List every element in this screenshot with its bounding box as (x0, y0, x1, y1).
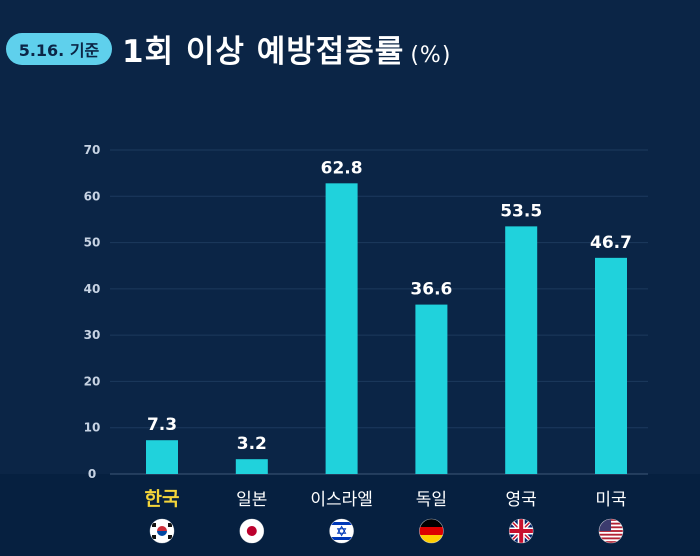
chart-title: 1회 이상 예방접종률 (%) (122, 26, 451, 71)
category-label: 미국 (595, 490, 626, 510)
y-tick-label: 70 (84, 143, 101, 157)
title-text: 1회 이상 예방접종률 (122, 34, 405, 70)
bar (146, 440, 178, 474)
category-labels: 한국 일본 이스라엘 독일 영국 미국 (145, 488, 627, 510)
category-label: 영국 (506, 490, 537, 510)
y-tick-label: 60 (84, 189, 101, 203)
y-tick-label: 10 (84, 421, 101, 435)
bar (505, 226, 538, 474)
israel-flag-icon (329, 518, 354, 544)
korea-flag-icon (149, 518, 175, 544)
gridlines (110, 149, 648, 475)
bars (146, 183, 627, 474)
title-unit: (%) (410, 43, 452, 68)
data-label: 36.6 (410, 280, 452, 300)
y-axis-ticks: 0 10 20 30 40 50 60 70 (84, 143, 101, 481)
uk-flag-icon (508, 518, 534, 544)
flags (149, 518, 624, 544)
y-tick-label: 30 (84, 328, 101, 342)
category-label: 일본 (236, 490, 267, 510)
y-tick-label: 20 (84, 374, 101, 388)
data-labels: 7.3 3.2 62.8 36.6 53.5 46.7 (147, 158, 632, 454)
data-label: 62.8 (321, 158, 363, 178)
japan-flag-icon (239, 518, 265, 544)
y-tick-label: 40 (84, 282, 101, 296)
data-label: 46.7 (590, 233, 632, 253)
bar (415, 304, 448, 474)
y-tick-label: 0 (88, 467, 96, 481)
data-label: 7.3 (147, 415, 177, 435)
data-label: 3.2 (237, 434, 267, 454)
germany-flag-icon (419, 518, 444, 544)
bar (595, 257, 627, 474)
usa-flag-icon (598, 518, 624, 544)
category-band (0, 474, 700, 556)
data-label: 53.5 (500, 201, 542, 221)
bar (325, 183, 358, 474)
y-tick-label: 50 (84, 236, 101, 250)
category-label: 독일 (416, 490, 447, 510)
category-label: 한국 (145, 488, 180, 510)
category-label: 이스라엘 (310, 490, 373, 510)
bar (235, 459, 268, 474)
date-badge: 5.16. 기준 (6, 33, 112, 65)
